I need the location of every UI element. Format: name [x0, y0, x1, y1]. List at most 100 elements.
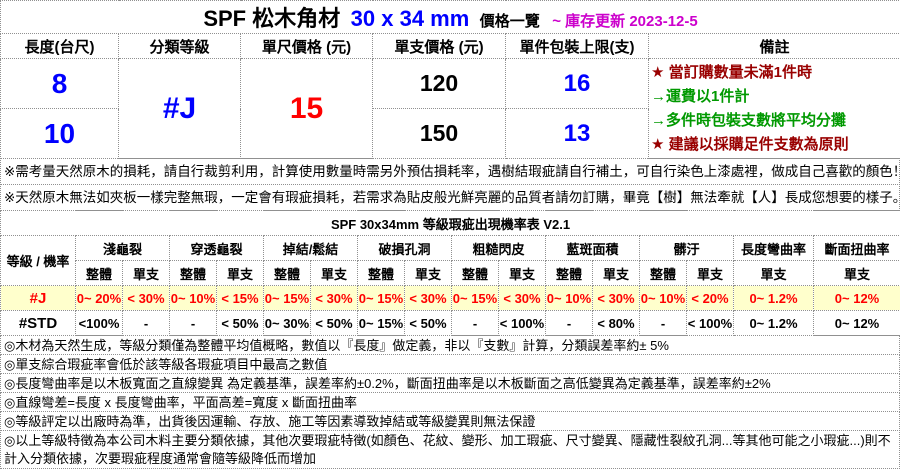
footnote-line: ◎木材為天然生成，等級分類僅為整體平均值概略，數值以『長度』做定義，非以『支數』…	[0, 335, 900, 355]
grade-value: #J	[118, 58, 241, 159]
defect-table-title: SPF 30x34mm 等級瑕疵出現機率表 V2.1	[0, 210, 900, 236]
corner-header: 等級 / 機率	[0, 235, 76, 286]
defect-value: 0~ 10%	[639, 285, 687, 311]
defect-value: < 100%	[686, 310, 734, 336]
defect-value: < 15%	[216, 285, 264, 311]
defect-value: 0~ 15%	[357, 310, 405, 336]
defect-subheader-row: 整體 單支 整體 單支 整體 單支 整體 單支 整體 單支 整體 單支 整體 單…	[1, 260, 900, 286]
header-grade: 分類等級	[118, 33, 241, 59]
piece-price-value: 150	[372, 108, 506, 159]
remark-line: ★ 當訂購數量未滿1件時	[651, 63, 812, 81]
length-value: 10	[0, 108, 119, 159]
defect-table-title-row: SPF 30x34mm 等級瑕疵出現機率表 V2.1	[0, 210, 900, 236]
defect-value: -	[451, 310, 499, 336]
title-bar: SPF 松木角材 30 x 34 mm 價格一覽 ~ 庫存更新 2023-12-…	[0, 0, 900, 34]
defect-value: 0~ 10%	[169, 285, 217, 311]
defect-value: 0~ 20%	[75, 285, 123, 311]
pack-limit-value: 13	[505, 108, 649, 159]
subheader-single: 單支	[686, 260, 734, 286]
subheader-single: 單支	[733, 260, 814, 286]
defect-value: 0~ 12%	[812, 285, 900, 311]
piece-price-value: 120	[372, 58, 506, 109]
category-header: 粗糙閃皮	[451, 235, 546, 261]
subheader-single: 單支	[404, 260, 452, 286]
price-table: SPF 松木角材 30 x 34 mm 價格一覽 ~ 庫存更新 2023-12-…	[0, 0, 900, 159]
defect-table: SPF 30x34mm 等級瑕疵出現機率表 V2.1 等級 / 機率 淺龜裂 穿…	[0, 210, 900, 336]
defect-row-j: #J 0~ 20% < 30% 0~ 10% < 15% 0~ 15% < 30…	[0, 285, 900, 311]
category-header: 藍斑面積	[545, 235, 640, 261]
category-header: 掉結/鬆結	[263, 235, 358, 261]
subheader-overall: 整體	[451, 260, 499, 286]
defect-value: < 30%	[122, 285, 170, 311]
product-size: 30 x 34 mm	[350, 6, 470, 31]
category-header: 髒汙	[639, 235, 734, 261]
defect-value: 0~ 15%	[263, 285, 311, 311]
subheader-single: 單支	[310, 260, 358, 286]
defect-value: <100%	[75, 310, 123, 336]
defect-value: 0~ 15%	[451, 285, 499, 311]
price-row-8ft: 8 #J 15 120 16 ★ 當訂購數量未滿1件時 →運費以1件計 →多件時…	[0, 58, 900, 159]
defect-value: < 50%	[404, 310, 452, 336]
category-header: 穿透龜裂	[169, 235, 264, 261]
defect-value: 0~ 12%	[812, 310, 900, 336]
price-list-label: 價格一覽	[479, 13, 540, 30]
disclaimer-note: ※需考量天然原木的損耗，請自行裁剪利用，計算使用數量時需另外預估損耗率，遇樹結瑕…	[0, 158, 900, 185]
subheader-single: 單支	[122, 260, 170, 286]
defect-value: -	[639, 310, 687, 336]
defect-value: -	[122, 310, 170, 336]
footnote-line: ◎長度彎曲率是以木板寬面之直線變異 為定義基準，誤差率約±0.2%，斷面扭曲率是…	[0, 373, 900, 393]
pack-limit-value: 16	[505, 58, 649, 109]
defect-value: < 50%	[310, 310, 358, 336]
defect-value: 0~ 10%	[545, 285, 593, 311]
subheader-single: 單支	[498, 260, 546, 286]
remarks-cell: ★ 當訂購數量未滿1件時 →運費以1件計 →多件時包裝支數將平均分攤 ★ 建議以…	[647, 58, 900, 159]
subheader-overall: 整體	[169, 260, 217, 286]
footnote-line: ◎等級評定以出廠時為準，出貨後因運輸、存放、施工等因素導致掉結或等級變異則無法保…	[0, 411, 900, 431]
defect-value: < 100%	[498, 310, 546, 336]
defect-value: 0~ 1.2%	[733, 285, 814, 311]
product-title: SPF 松木角材	[203, 6, 341, 31]
price-row-10ft: 10 150 13	[0, 108, 900, 159]
subheader-overall: 整體	[75, 260, 123, 286]
subheader-overall: 整體	[357, 260, 405, 286]
defect-value: < 50%	[216, 310, 264, 336]
subheader-single: 單支	[216, 260, 264, 286]
defect-value: < 30%	[498, 285, 546, 311]
defect-value: < 80%	[592, 310, 640, 336]
subheader-single: 單支	[812, 260, 900, 286]
grade-label: #J	[0, 285, 76, 311]
defect-value: -	[545, 310, 593, 336]
subheader-single: 單支	[592, 260, 640, 286]
subheader-overall: 整體	[263, 260, 311, 286]
defect-value: < 30%	[404, 285, 452, 311]
defect-value: 0~ 1.2%	[733, 310, 814, 336]
footnote-line: ◎直線彎差=長度 x 長度彎曲率，平面高差=寬度 x 斷面扭曲率	[0, 392, 900, 412]
disclaimer-note: ※天然原木無法如夾板一樣完整無瑕，一定會有瑕疵損耗，若需求為貼皮般光鮮亮麗的品質…	[0, 184, 900, 211]
defect-value: < 30%	[592, 285, 640, 311]
header-length: 長度(台尺)	[0, 33, 119, 59]
category-header: 斷面扭曲率	[812, 235, 900, 261]
defect-category-header-row: 等級 / 機率 淺龜裂 穿透龜裂 掉結/鬆結 破損孔洞 粗糙閃皮 藍斑面積 髒汙…	[0, 235, 900, 286]
header-remarks: 備註	[647, 33, 900, 59]
footnote-line: ◎單支綜合瑕疵率會低於該等級各瑕疵項目中最高之數值	[0, 354, 900, 374]
header-pack-limit: 單件包裝上限(支)	[505, 33, 649, 59]
unit-price-value: 15	[240, 58, 373, 159]
stock-update-date: ~ 庫存更新 2023-12-5	[552, 13, 698, 30]
remark-line: →多件時包裝支數將平均分攤	[651, 111, 847, 129]
category-header: 破損孔洞	[357, 235, 452, 261]
defect-value: 0~ 15%	[357, 285, 405, 311]
defect-value: < 30%	[310, 285, 358, 311]
category-header: 淺龜裂	[75, 235, 170, 261]
remark-line: →運費以1件計	[651, 87, 750, 105]
price-table-header-row: 長度(台尺) 分類等級 單尺價格 (元) 單支價格 (元) 單件包裝上限(支) …	[0, 33, 900, 59]
defect-value: -	[169, 310, 217, 336]
remark-line: ★ 建議以採購足件支數為原則	[651, 135, 849, 153]
category-header: 長度彎曲率	[733, 235, 814, 261]
subheader-overall: 整體	[639, 260, 687, 286]
header-piece-price: 單支價格 (元)	[372, 33, 506, 59]
header-unit-price: 單尺價格 (元)	[240, 33, 373, 59]
defect-row-std: #STD <100% - - < 50% 0~ 30% < 50% 0~ 15%…	[0, 310, 900, 336]
grade-label: #STD	[0, 310, 76, 336]
defect-value: < 20%	[686, 285, 734, 311]
